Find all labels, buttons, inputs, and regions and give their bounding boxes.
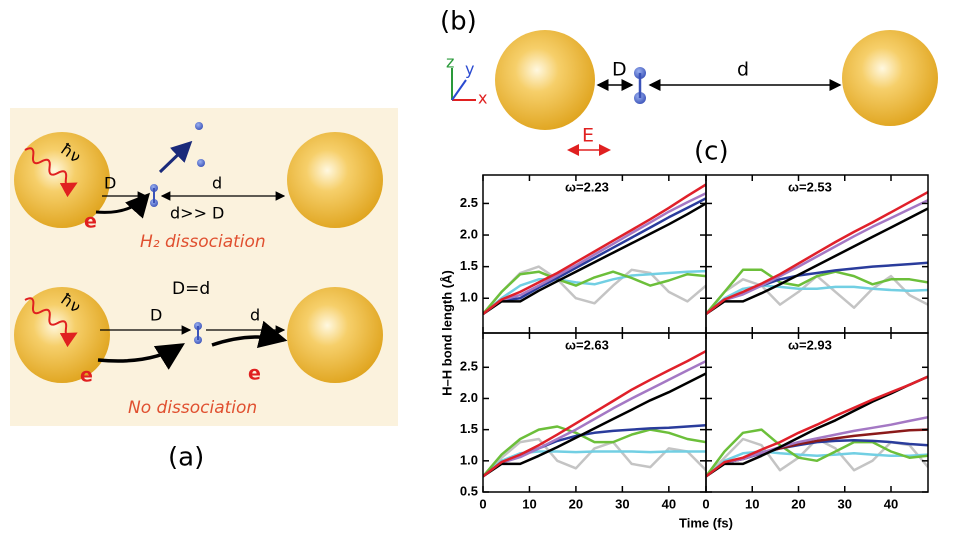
series-line	[483, 269, 706, 315]
series-line	[483, 437, 706, 478]
y-axis-title: H–H bond length (Å)	[439, 270, 454, 396]
y-tick-label: 2.0	[460, 226, 478, 241]
relation-label: D=d	[172, 279, 210, 299]
atom	[195, 122, 203, 130]
x-tick-label: 10	[745, 496, 759, 511]
d-label: D	[612, 59, 627, 81]
dissociation-arrow	[158, 140, 193, 174]
x-tick-label: 20	[791, 496, 805, 511]
photon-wave	[24, 147, 78, 198]
subplot-title: ω=2.63	[565, 337, 609, 352]
y-tick-label: 1.0	[460, 290, 478, 305]
series-line	[706, 199, 928, 315]
series-line	[483, 372, 706, 478]
y-label: y	[465, 60, 474, 79]
series-line	[706, 284, 928, 315]
d-label: d	[737, 59, 749, 81]
series-line	[483, 425, 706, 478]
plot-frame	[705, 332, 929, 493]
subplot-title: ω=2.53	[788, 179, 832, 194]
panel-label: (c)	[694, 137, 729, 167]
series-line	[483, 183, 706, 315]
relation-label: d>> D	[170, 204, 224, 223]
y-tick-label: 0.5	[460, 483, 478, 498]
field-label: E	[582, 125, 594, 147]
electron-label: e	[248, 363, 261, 385]
series-line	[706, 375, 928, 478]
series-line	[483, 359, 706, 478]
y-axis	[451, 79, 467, 101]
series-line	[483, 192, 706, 316]
panel-b: (b) z y x D d E	[440, 7, 938, 156]
series-line	[706, 191, 928, 315]
caption: H₂ dissociation	[140, 232, 266, 252]
d-label: D	[150, 306, 162, 325]
subplot-title: ω=2.93	[788, 337, 832, 352]
nanoparticle	[287, 132, 383, 228]
series-line	[483, 202, 706, 316]
x-tick-label: 30	[615, 496, 629, 511]
y-tick-label: 1.5	[460, 258, 478, 273]
panel-label: (b)	[440, 7, 477, 37]
atom	[197, 159, 205, 167]
y-tick-label: 2.5	[460, 359, 478, 374]
x-tick-label: 0	[479, 496, 486, 511]
z-label: z	[446, 53, 454, 72]
y-tick-label: 2.0	[460, 390, 478, 405]
series-line	[483, 270, 706, 315]
electron-label: e	[84, 211, 97, 233]
panel-c: (c) H–H bond length (Å) Time (fs) 1.0 1.5…	[439, 137, 929, 530]
series-line	[483, 197, 706, 316]
series-line	[706, 415, 928, 478]
series-line	[706, 207, 928, 316]
electron-arrow	[211, 320, 288, 349]
series-line	[706, 268, 928, 315]
x-tick-label: 30	[838, 496, 852, 511]
caption: No dissociation	[128, 398, 257, 418]
nanoparticle	[495, 30, 595, 130]
d-label: d	[212, 174, 222, 193]
electron-label: e	[80, 365, 93, 387]
x-tick-label: 10	[522, 496, 536, 511]
x-tick-label: 40	[662, 496, 676, 511]
y-tick-label: 1.5	[460, 421, 478, 436]
d-label: D	[104, 174, 116, 193]
x-tick-label: 40	[884, 496, 898, 511]
series-line	[706, 428, 928, 478]
nanoparticle	[14, 132, 110, 228]
photon-wave	[24, 297, 78, 348]
x-tick-label: 0	[702, 496, 709, 511]
panel-a: ħν ħν e D d d>> D H₂ dissociation D=d D …	[10, 108, 398, 473]
d-label: d	[250, 306, 260, 325]
series-line	[483, 349, 706, 478]
electron-arrow	[97, 343, 185, 370]
nanoparticle	[287, 287, 383, 383]
y-tick-label: 2.5	[460, 195, 478, 210]
panel-label: (a)	[168, 443, 204, 473]
x-tick-label: 20	[569, 496, 583, 511]
x-label: x	[478, 89, 487, 108]
series-line	[706, 450, 928, 478]
x-axis-title: Time (fs)	[679, 515, 733, 530]
y-tick-label: 1.0	[460, 452, 478, 467]
subplot-title: ω=2.23	[565, 179, 609, 194]
nanoparticle	[842, 30, 938, 126]
